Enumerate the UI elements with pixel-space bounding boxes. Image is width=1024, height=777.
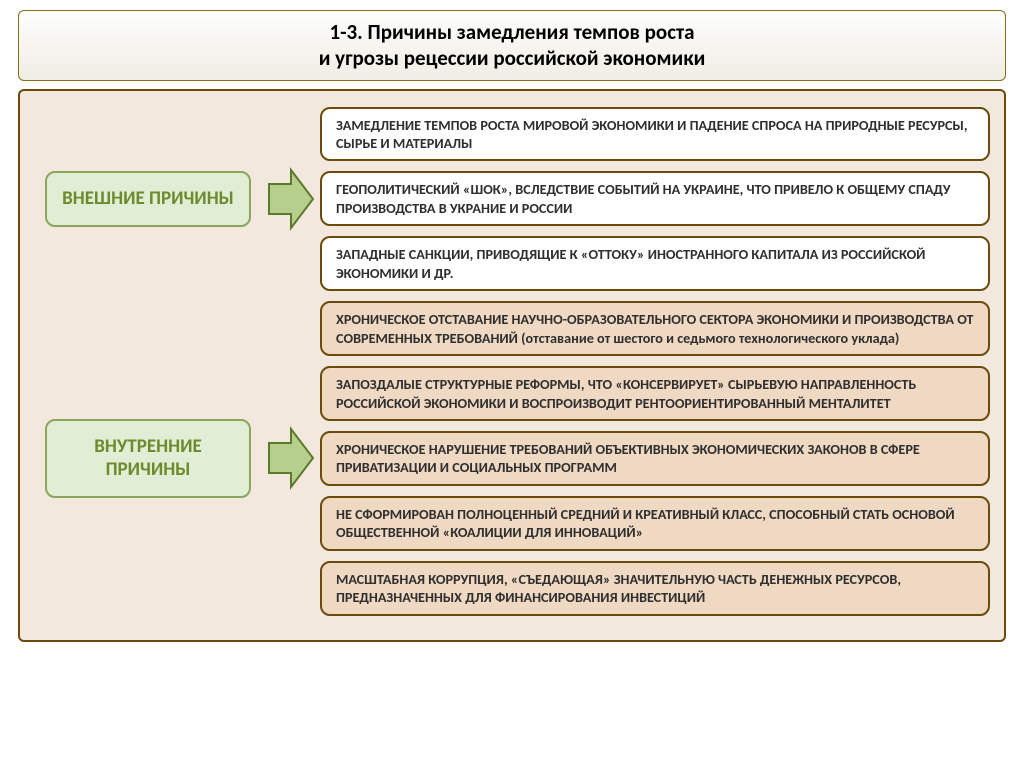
- arrow-right-icon: [265, 162, 317, 236]
- cause-item-text: ГЕОПОЛИТИЧЕСКИЙ «ШОК», ВСЛЕДСТВИЕ СОБЫТИ…: [336, 180, 951, 216]
- arrow-cell: [262, 421, 320, 495]
- cause-item: ГЕОПОЛИТИЧЕСКИЙ «ШОК», ВСЛЕДСТВИЕ СОБЫТИ…: [320, 171, 990, 226]
- arrow-right-icon: [265, 421, 317, 495]
- arrow-cell: [262, 162, 320, 236]
- title-line-1: 1-3. Причины замедления темпов роста: [329, 19, 694, 45]
- category-cell: ВНУТРЕННИЕ ПРИЧИНЫ: [34, 419, 262, 499]
- cause-group: ВНУТРЕННИЕ ПРИЧИНЫ ХРОНИЧЕСКОЕ ОТСТАВАНИ…: [34, 301, 990, 616]
- category-box: ВНУТРЕННИЕ ПРИЧИНЫ: [45, 419, 251, 499]
- cause-item: ХРОНИЧЕСКОЕ ОТСТАВАНИЕ НАУЧНО-ОБРАЗОВАТЕ…: [320, 301, 990, 356]
- category-label: ВНЕШНИЕ ПРИЧИНЫ: [62, 187, 234, 210]
- category-label: ВНУТРЕННИЕ ПРИЧИНЫ: [94, 435, 201, 482]
- cause-item-text: ЗАПОЗДАЛЫЕ СТРУКТУРНЫЕ РЕФОРМЫ, ЧТО «КОН…: [336, 375, 916, 411]
- cause-item-text: ЗАПАДНЫЕ САНКЦИИ, ПРИВОДЯЩИЕ К «ОТТОКУ» …: [336, 245, 925, 281]
- cause-item-text: ХРОНИЧЕСКОЕ ОТСТАВАНИЕ НАУЧНО-ОБРАЗОВАТЕ…: [336, 310, 974, 346]
- category-cell: ВНЕШНИЕ ПРИЧИНЫ: [34, 171, 262, 227]
- cause-item: ХРОНИЧЕСКОЕ НАРУШЕНИЕ ТРЕБОВАНИЙ ОБЪЕКТИ…: [320, 431, 990, 486]
- items-cell: ХРОНИЧЕСКОЕ ОТСТАВАНИЕ НАУЧНО-ОБРАЗОВАТЕ…: [320, 301, 990, 616]
- title-line-2: и угрозы рецессии российской экономики: [319, 45, 706, 71]
- cause-item: ЗАПАДНЫЕ САНКЦИИ, ПРИВОДЯЩИЕ К «ОТТОКУ» …: [320, 236, 990, 291]
- page-title: 1-3. Причины замедления темпов роста и у…: [18, 10, 1006, 81]
- items-list: ЗАМЕДЛЕНИЕ ТЕМПОВ РОСТА МИРОВОЙ ЭКОНОМИК…: [320, 107, 990, 292]
- cause-item: ЗАПОЗДАЛЫЕ СТРУКТУРНЫЕ РЕФОРМЫ, ЧТО «КОН…: [320, 366, 990, 421]
- cause-item: НЕ СФОРМИРОВАН ПОЛНОЦЕННЫЙ СРЕДНИЙ И КРЕ…: [320, 496, 990, 551]
- cause-item-text: ЗАМЕДЛЕНИЕ ТЕМПОВ РОСТА МИРОВОЙ ЭКОНОМИК…: [336, 116, 968, 152]
- category-box: ВНЕШНИЕ ПРИЧИНЫ: [45, 171, 251, 227]
- cause-item-text: ХРОНИЧЕСКОЕ НАРУШЕНИЕ ТРЕБОВАНИЙ ОБЪЕКТИ…: [336, 440, 920, 476]
- cause-group: ВНЕШНИЕ ПРИЧИНЫ ЗАМЕДЛЕНИЕ ТЕМПОВ РОСТА …: [34, 107, 990, 292]
- items-cell: ЗАМЕДЛЕНИЕ ТЕМПОВ РОСТА МИРОВОЙ ЭКОНОМИК…: [320, 107, 990, 292]
- diagram-frame: ВНЕШНИЕ ПРИЧИНЫ ЗАМЕДЛЕНИЕ ТЕМПОВ РОСТА …: [18, 89, 1006, 642]
- items-list: ХРОНИЧЕСКОЕ ОТСТАВАНИЕ НАУЧНО-ОБРАЗОВАТЕ…: [320, 301, 990, 616]
- cause-item-text: НЕ СФОРМИРОВАН ПОЛНОЦЕННЫЙ СРЕДНИЙ И КРЕ…: [336, 505, 955, 541]
- cause-item: МАСШТАБНАЯ КОРРУПЦИЯ, «СЪЕДАЮЩАЯ» ЗНАЧИТ…: [320, 561, 990, 616]
- cause-item-text: МАСШТАБНАЯ КОРРУПЦИЯ, «СЪЕДАЮЩАЯ» ЗНАЧИТ…: [336, 570, 901, 606]
- cause-item: ЗАМЕДЛЕНИЕ ТЕМПОВ РОСТА МИРОВОЙ ЭКОНОМИК…: [320, 107, 990, 162]
